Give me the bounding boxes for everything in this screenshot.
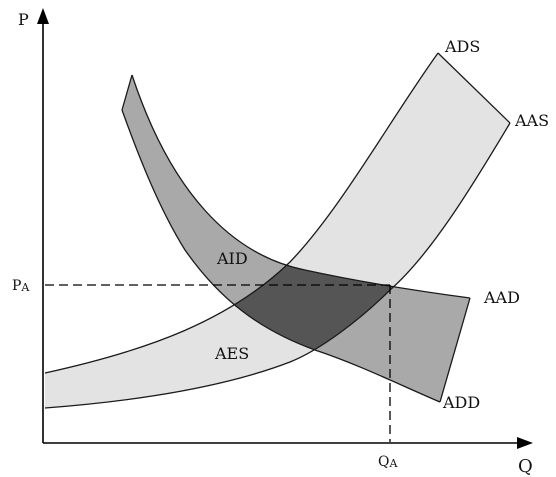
- x-axis-label: Q: [518, 456, 533, 477]
- demand-band-right-edge: [439, 297, 471, 403]
- demand-band-left-edge: [121, 74, 133, 111]
- aes-region-label: AES: [214, 344, 249, 363]
- equilibrium-price-label: PA: [12, 278, 30, 294]
- y-axis-arrow: [37, 8, 49, 24]
- supply-band-top-edge: [437, 52, 511, 124]
- equilibrium-quantity-main: Q: [378, 454, 389, 470]
- equilibrium-price-sub: A: [20, 281, 30, 294]
- aas-curve: [44, 122, 511, 409]
- equilibrium-price-main: P: [12, 278, 21, 294]
- y-axis-label: P: [18, 10, 29, 29]
- equilibrium-quantity-label: QA: [378, 454, 398, 470]
- ads-curve: [44, 52, 439, 374]
- aad-curve: [131, 74, 471, 299]
- aas-label: AAS: [514, 111, 549, 130]
- equilibrium-quantity-sub: A: [388, 457, 398, 470]
- aad-label: AAD: [483, 288, 520, 307]
- x-axis-arrow: [517, 437, 533, 449]
- ads-label: ADS: [444, 37, 480, 56]
- add-label: ADD: [442, 393, 480, 412]
- demand-band: [122, 75, 470, 402]
- add-curve: [121, 109, 441, 403]
- supply-band: [45, 53, 510, 408]
- aid-region-label: AID: [216, 249, 248, 268]
